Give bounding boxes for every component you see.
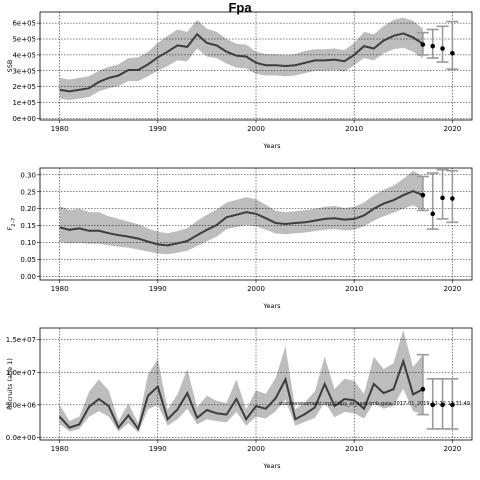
y-axis-label-subscript: 2–7 bbox=[11, 218, 17, 227]
figure-title: Fpa bbox=[228, 0, 252, 15]
series-line-1 bbox=[59, 190, 424, 247]
y-tick-label: 5.0e+06 bbox=[6, 401, 37, 409]
y-tick-label: 0.20 bbox=[20, 205, 36, 213]
y-tick-label: 0.05 bbox=[20, 256, 36, 264]
x-tick-label: 2010 bbox=[345, 285, 363, 293]
projection-point bbox=[450, 402, 455, 408]
y-axis-label: Recruits (age 1) bbox=[6, 358, 14, 410]
x-tick-label: 1990 bbox=[149, 285, 167, 293]
x-tick-label: 1980 bbox=[51, 445, 69, 453]
y-tick-label: 4e+05 bbox=[12, 51, 36, 59]
y-tick-label: 0.15 bbox=[20, 222, 36, 230]
y-tick-label: 0.0e+00 bbox=[6, 434, 36, 442]
y-axis-label: F2–7 bbox=[6, 218, 17, 231]
projection-point bbox=[430, 43, 436, 49]
confidence-band bbox=[59, 17, 423, 101]
x-tick-label: 2010 bbox=[345, 125, 363, 133]
y-tick-label: 0.25 bbox=[20, 188, 36, 196]
x-tick-label: 1980 bbox=[51, 285, 69, 293]
series-line-1 bbox=[59, 32, 424, 93]
projection-point bbox=[440, 46, 445, 51]
y-tick-label: 2e+05 bbox=[12, 83, 36, 91]
chart-panel-2: 1980 1990 2000 2010 2020 0.00 0.05 0.10 0.15 0.20… bbox=[6, 167, 473, 310]
projection-point bbox=[430, 402, 436, 408]
x-axis-label: Years bbox=[262, 462, 281, 470]
projection-point bbox=[420, 192, 426, 198]
y-tick-label: 5e+05 bbox=[12, 36, 36, 44]
x-tick-label: 1980 bbox=[51, 125, 69, 133]
x-tick-label: 2020 bbox=[443, 445, 461, 453]
y-axis-label: SSB bbox=[6, 60, 14, 73]
y-tick-label: 0e+00 bbox=[12, 115, 36, 123]
x-tick-label: 1990 bbox=[149, 445, 167, 453]
projection-point bbox=[420, 386, 426, 392]
y-tick-label: 6e+05 bbox=[12, 20, 36, 28]
projection-point bbox=[430, 211, 436, 217]
stamp-annotation: stockassessment.org, Copy_of_sam-tmb-gal… bbox=[279, 401, 470, 407]
y-tick-label: 0.00 bbox=[20, 273, 36, 281]
y-tick-label: 0.10 bbox=[20, 239, 36, 247]
confidence-band bbox=[59, 330, 423, 433]
y-tick-label: 1e+05 bbox=[12, 99, 36, 107]
x-tick-label: 2000 bbox=[247, 125, 265, 133]
projection-point bbox=[450, 50, 455, 56]
x-tick-label: 1990 bbox=[149, 125, 167, 133]
projection-point bbox=[440, 195, 445, 201]
projection-point bbox=[450, 196, 455, 201]
y-tick-label: 1.0e+07 bbox=[6, 369, 36, 377]
y-tick-label: 3e+05 bbox=[12, 67, 36, 75]
x-tick-label: 2020 bbox=[443, 285, 461, 293]
x-tick-label: 2020 bbox=[443, 125, 461, 133]
x-axis-label: Years bbox=[262, 302, 281, 310]
x-tick-label: 2000 bbox=[247, 285, 265, 293]
projection-point bbox=[440, 402, 445, 408]
chart-panel-3: 1980 1990 2000 2010 2020 0.0e+00 5.0e+06 1.0e+0… bbox=[6, 327, 473, 470]
y-tick-label: 1.5e+07 bbox=[6, 336, 36, 344]
x-tick-label: 2000 bbox=[247, 445, 265, 453]
projection-point bbox=[420, 42, 426, 47]
chart-panel-1: 1980 1990 2000 2010 2020 0e+00 1e+05 2e+05 3e+05… bbox=[6, 11, 473, 150]
x-axis-label: Years bbox=[262, 142, 281, 150]
y-tick-label: 0.30 bbox=[20, 171, 36, 179]
x-tick-label: 2010 bbox=[345, 445, 363, 453]
series-line-1 bbox=[58, 357, 424, 432]
